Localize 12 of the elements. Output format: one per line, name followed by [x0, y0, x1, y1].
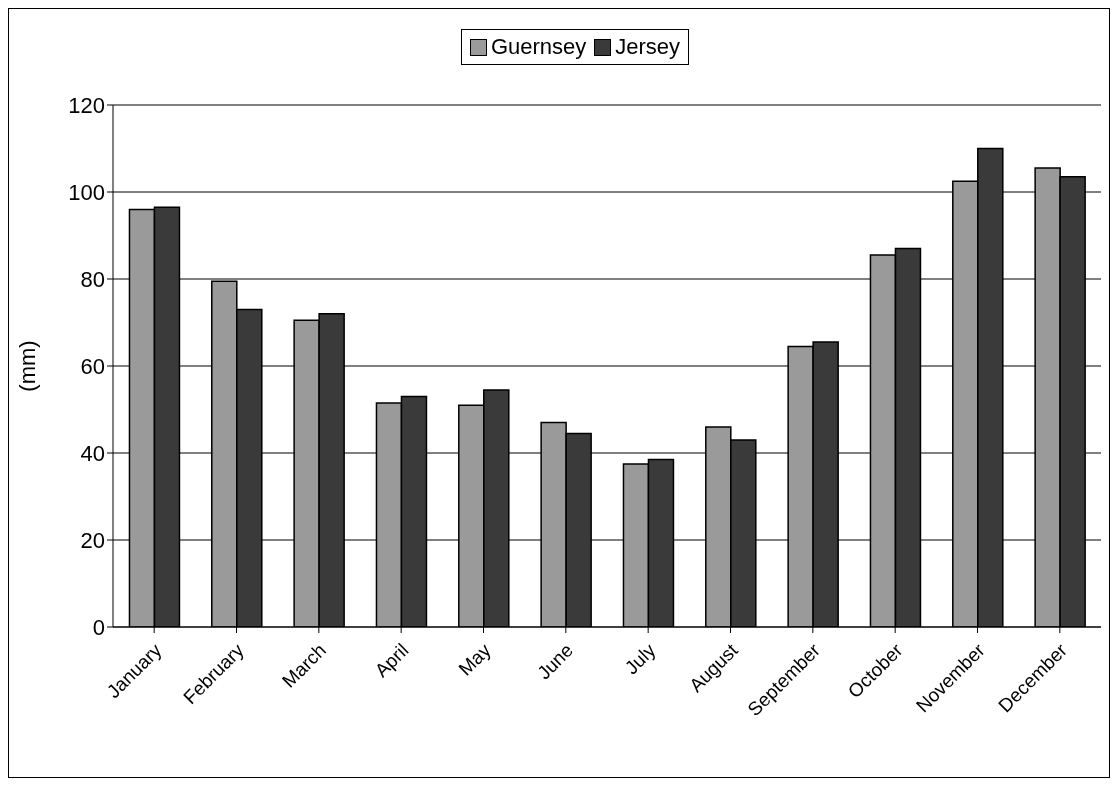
y-tick-label: 20 — [80, 527, 105, 553]
y-tick-label: 100 — [68, 179, 105, 205]
y-tick-label: 120 — [68, 92, 105, 118]
x-tick-label: May — [454, 639, 496, 680]
y-tick-label: 60 — [80, 353, 105, 379]
y-tick-label: 40 — [80, 440, 105, 466]
legend-label: Guernsey — [489, 34, 587, 60]
y-tick-label: 0 — [92, 614, 105, 640]
x-tick-label: July — [620, 639, 660, 679]
legend-label: Jersey — [614, 34, 681, 60]
y-axis-title: (mm) — [14, 340, 40, 392]
y-tick-label: 80 — [80, 266, 105, 292]
